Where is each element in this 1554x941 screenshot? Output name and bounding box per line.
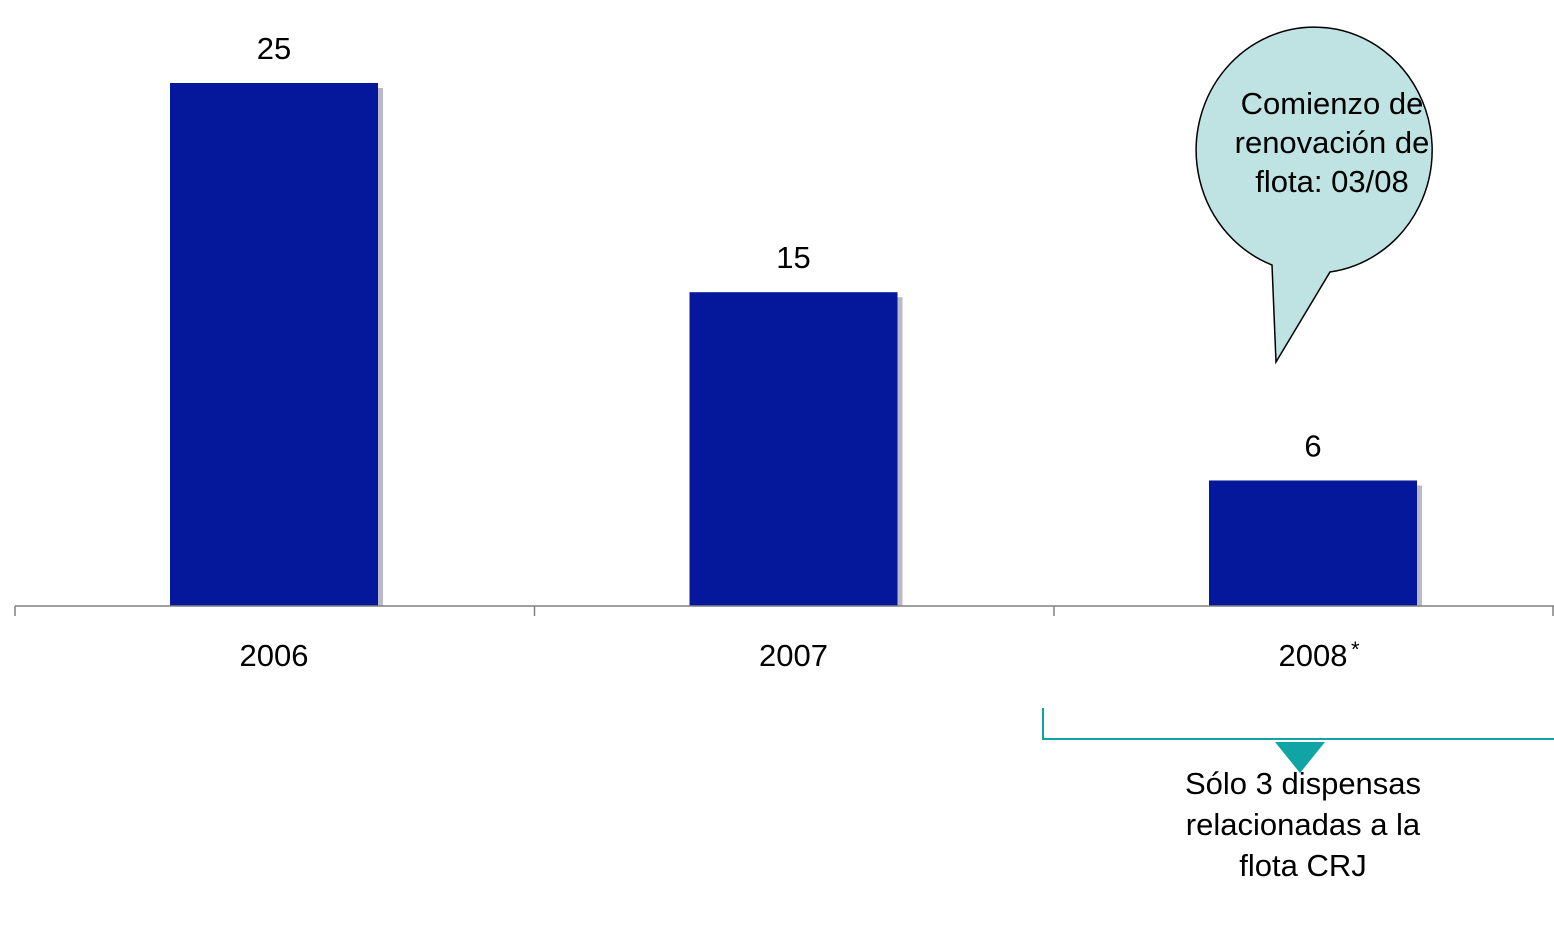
- callout-bubble: [1195, 26, 1433, 365]
- bar-2007: [689, 292, 898, 606]
- callout-line: flota: 03/08: [1255, 164, 1409, 199]
- callout-text: Comienzo de renovación de flota: 03/08: [1196, 84, 1468, 201]
- bar-2006: [170, 83, 378, 606]
- note-text: Sólo 3 dispensas relacionadas a la flota…: [1138, 763, 1468, 886]
- x-tick-label-2006: 2006: [240, 638, 309, 673]
- x-axis: [14, 605, 1554, 616]
- data-label-2007: 15: [776, 240, 810, 275]
- data-labels-layer: 25 15 6: [257, 31, 1322, 463]
- data-label-2008: 6: [1304, 428, 1321, 463]
- annotations-layer: [1042, 26, 1554, 773]
- note-arrow-icon: [1275, 742, 1325, 773]
- x-tick-label-2007: 2007: [759, 638, 828, 673]
- data-label-2006: 25: [257, 31, 291, 66]
- note-line: relacionadas a la: [1185, 807, 1421, 842]
- x-tick-label-2008: 2008: [1279, 638, 1348, 673]
- x-tick-labels-layer: 2006 2007 2008: [240, 638, 1348, 673]
- bars-layer: [170, 83, 1422, 606]
- category-footnote-mark: *: [1351, 637, 1360, 662]
- note-bracket: [1042, 708, 1554, 740]
- bar-2008: [1209, 480, 1417, 606]
- note-line: Sólo 3 dispensas: [1184, 766, 1422, 801]
- callout-line: Comienzo de: [1240, 86, 1424, 121]
- note-line: flota CRJ: [1239, 848, 1367, 883]
- callout-line: renovación de: [1234, 125, 1430, 160]
